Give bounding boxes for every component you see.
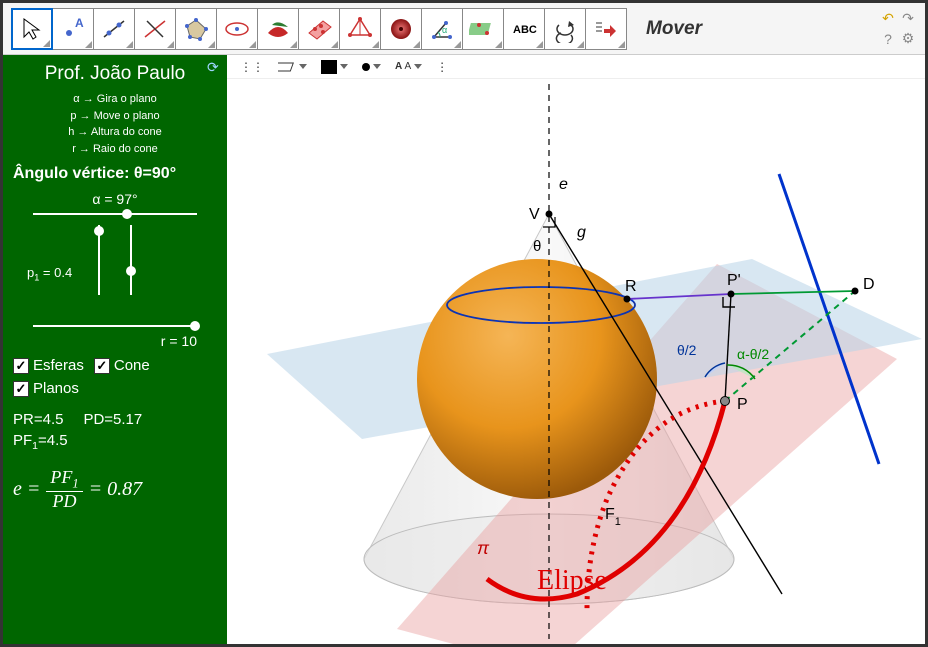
legend-alpha: α → Gira o plano <box>13 91 217 108</box>
legend: α → Gira o plano p → Move o plano h → Al… <box>13 91 217 157</box>
measure-PF1: PF1=4.5 <box>13 430 217 454</box>
point-V[interactable] <box>546 211 553 218</box>
checkbox-cone[interactable]: ✓Cone <box>94 357 150 374</box>
visibility-checkboxes: ✓Esferas ✓Cone ✓Planos <box>13 357 217 397</box>
tool-move[interactable] <box>11 8 53 50</box>
alpha-label: α = 97° <box>13 191 217 207</box>
label-P: P <box>737 396 748 413</box>
label-e: e <box>559 176 568 193</box>
toolbar-right: ↶ ↷ ? ⚙ <box>879 10 917 48</box>
tool-buttons: A <box>11 8 626 50</box>
tool-label: Mover <box>646 18 702 40</box>
legend-p: p → Move o plano <box>13 108 217 125</box>
point-Pp[interactable] <box>728 291 735 298</box>
checkbox-planos[interactable]: ✓Planos <box>13 380 79 397</box>
tool-angle[interactable]: α <box>421 8 463 50</box>
tool-point[interactable]: A <box>52 8 94 50</box>
label-g: g <box>577 224 586 241</box>
label-V: V <box>529 206 540 223</box>
author-title: Prof. João Paulo <box>13 63 217 85</box>
label-pi: π <box>477 538 490 558</box>
vertex-angle-title: Ângulo vértice: θ=90° <box>13 165 217 183</box>
p1-slider[interactable]: p1 = 0.4 <box>130 225 132 315</box>
label-R: R <box>625 278 637 295</box>
legend-h: h → Altura do cone <box>13 124 217 141</box>
view-toolbar: ⋮⋮ A A ⋮ <box>227 55 925 79</box>
point-style-dropdown[interactable] <box>359 62 384 72</box>
label-theta: θ <box>533 238 541 255</box>
help-icon[interactable]: ? <box>879 30 897 48</box>
sidebar: ⟳ Prof. João Paulo α → Gira o plano p → … <box>3 55 227 644</box>
svg-text:A: A <box>75 16 84 30</box>
tool-intersect-surfaces[interactable] <box>257 8 299 50</box>
r-slider[interactable]: r = 10 <box>13 325 217 349</box>
legend-r: r → Raio do cone <box>13 141 217 158</box>
point-R[interactable] <box>624 296 631 303</box>
tool-text[interactable]: ABC <box>503 8 545 50</box>
measurements: PR=4.5 PD=5.17 PF1=4.5 <box>13 409 217 454</box>
main-toolbar: A <box>3 3 925 55</box>
tool-line[interactable] <box>93 8 135 50</box>
r-label: r = 10 <box>13 333 197 349</box>
settings-icon[interactable]: ⚙ <box>899 30 917 48</box>
point-P[interactable] <box>721 397 730 406</box>
label-theta2: θ/2 <box>677 342 697 358</box>
3d-canvas[interactable]: ⋮⋮ A A ⋮ <box>227 55 925 644</box>
alpha-slider[interactable]: α = 97° <box>13 191 217 215</box>
eccentricity-formula: e = PF1 PD = 0.87 <box>13 468 217 512</box>
tool-plane-points[interactable] <box>298 8 340 50</box>
checkbox-esferas[interactable]: ✓Esferas <box>13 357 84 374</box>
undo-icon[interactable]: ↶ <box>879 10 897 28</box>
point-D[interactable] <box>852 288 859 295</box>
more-dropdown[interactable]: ⋮ <box>433 59 451 75</box>
label-result: Elipse <box>537 565 607 596</box>
measure-PR: PR=4.5 <box>13 409 63 430</box>
h-slider[interactable]: h = 10 <box>98 225 100 315</box>
tool-reflect[interactable] <box>462 8 504 50</box>
label-style-dropdown[interactable]: A A <box>392 60 425 73</box>
tool-polygon[interactable] <box>175 8 217 50</box>
tool-perpendicular[interactable] <box>134 8 176 50</box>
p1-label: p1 = 0.4 <box>27 265 72 283</box>
measure-PD: PD=5.17 <box>83 409 142 430</box>
label-D: D <box>863 276 875 293</box>
tool-pyramid[interactable] <box>339 8 381 50</box>
tool-move-view[interactable] <box>585 8 627 50</box>
plane-style-dropdown[interactable] <box>275 60 310 74</box>
redo-icon[interactable]: ↷ <box>899 10 917 28</box>
refresh-icon[interactable]: ⟳ <box>207 59 223 75</box>
svg-text:ABC: ABC <box>513 24 537 36</box>
grab-handle-icon[interactable]: ⋮⋮ <box>237 59 267 75</box>
label-alpha-minus: α-θ/2 <box>737 346 769 362</box>
tool-sphere[interactable] <box>380 8 422 50</box>
label-Pp: P' <box>727 272 741 289</box>
svg-text:α: α <box>442 25 447 35</box>
scene-svg: e V θ g R P' D θ/2 α-θ/2 P F1 π Elipse <box>227 79 925 644</box>
color-dropdown[interactable] <box>318 59 351 75</box>
tool-circle[interactable] <box>216 8 258 50</box>
tool-rotate-view[interactable] <box>544 8 586 50</box>
